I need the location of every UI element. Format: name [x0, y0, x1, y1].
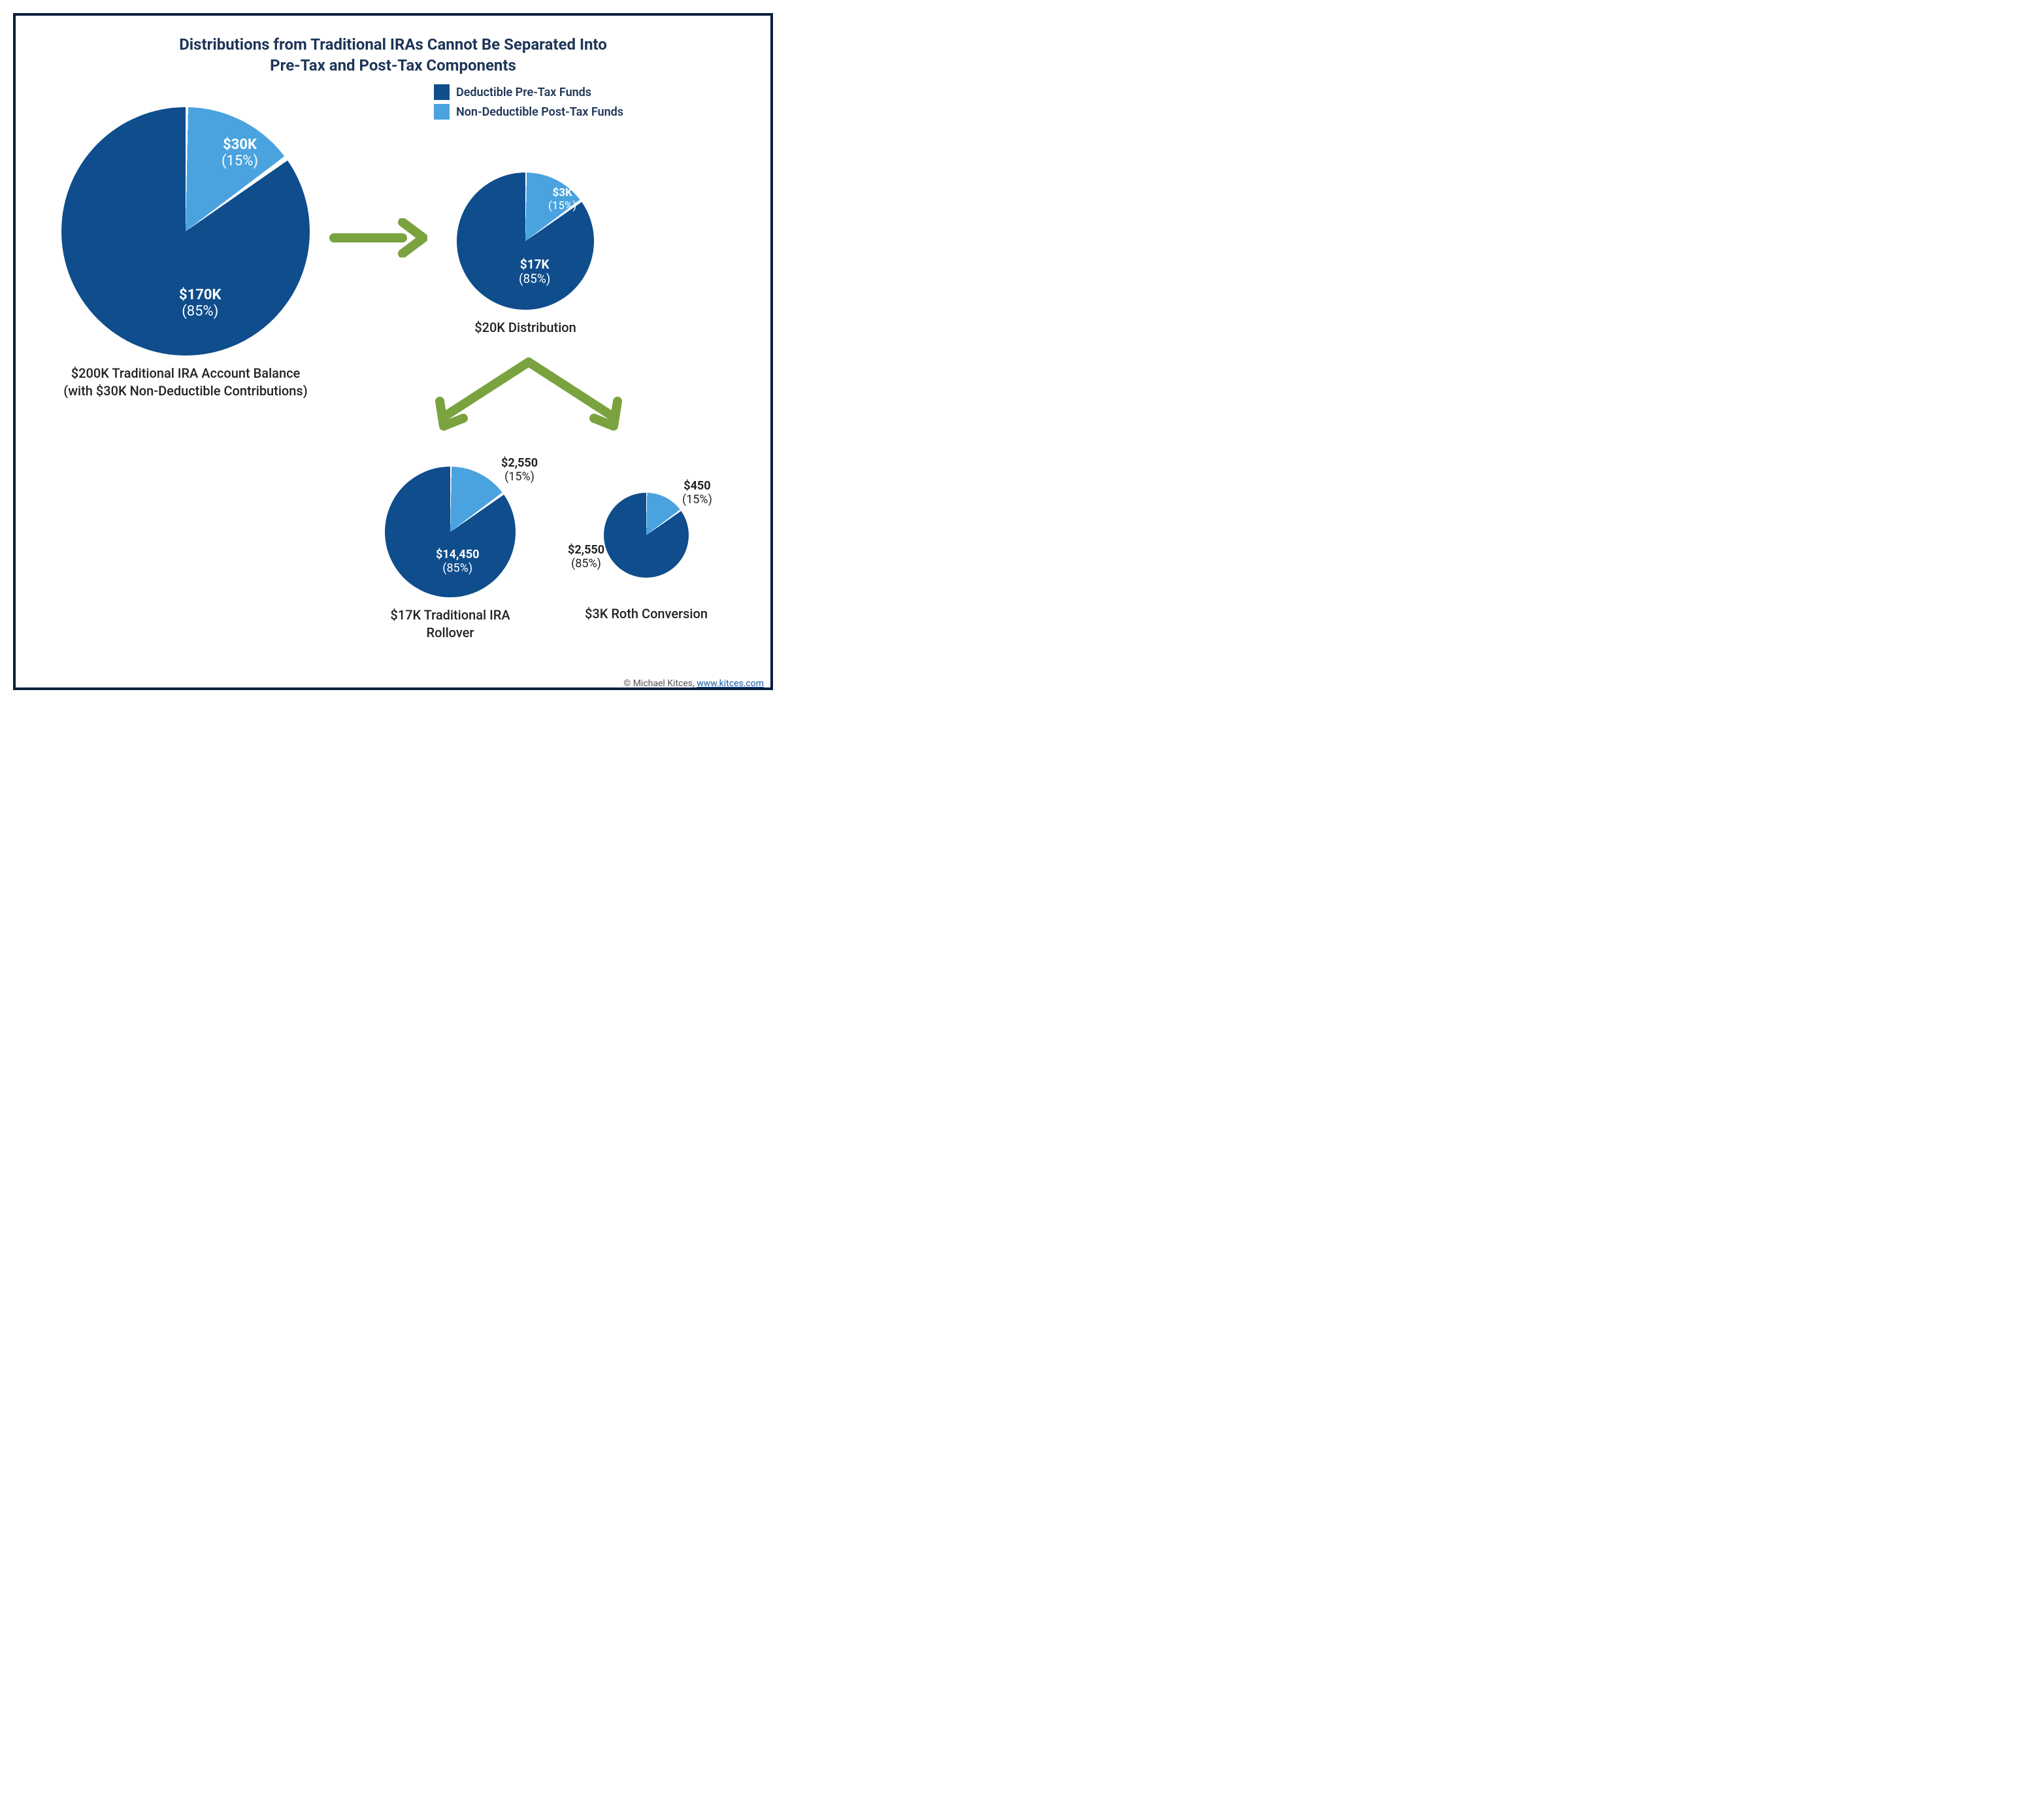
pie-distribution-caption: $20K Distribution: [440, 319, 610, 337]
title-line-2: Pre-Tax and Post-Tax Components: [270, 56, 516, 74]
legend: Deductible Pre-Tax Funds Non-Deductible …: [434, 84, 623, 124]
pie-rollover-slice-posttax-label: $2,550 (15%): [501, 457, 538, 484]
pie-main: $170K (85%) $30K (15%): [61, 107, 310, 356]
title-line-1: Distributions from Traditional IRAs Cann…: [179, 35, 607, 54]
pie-main-slice-pretax-label: $170K (85%): [179, 287, 221, 320]
legend-swatch-posttax: [434, 104, 450, 120]
pie-distribution-slice-pretax-label: $17K (85%): [519, 257, 550, 286]
pie-rollover: $14,450 (85%): [385, 467, 516, 597]
pie-main-wrap: $170K (85%) $30K (15%) $200K Traditional…: [61, 107, 310, 400]
credit-prefix: © Michael Kitces,: [623, 678, 697, 689]
pie-main-caption: $200K Traditional IRA Account Balance (w…: [35, 365, 336, 400]
arrow-right-icon: [329, 218, 427, 257]
pie-roth-slice-pretax-label: $2,550 (85%): [568, 544, 604, 571]
pie-rollover-wrap: $14,450 (85%) $2,550 (15%) $17K Traditio…: [385, 467, 516, 642]
pie-roth: [604, 493, 689, 578]
legend-item-posttax: Non-Deductible Post-Tax Funds: [434, 104, 623, 120]
pie-rollover-caption: $17K Traditional IRA Rollover: [372, 606, 529, 642]
pie-roth-caption: $3K Roth Conversion: [574, 605, 718, 623]
legend-item-pretax: Deductible Pre-Tax Funds: [434, 84, 623, 100]
pie-rollover-slice-pretax-label: $14,450 (85%): [436, 548, 479, 575]
chart-title: Distributions from Traditional IRAs Cann…: [39, 34, 747, 76]
pie-main-slice-posttax-label: $30K (15%): [222, 137, 258, 170]
pie-roth-slice-posttax-label: $450 (15%): [682, 480, 712, 506]
legend-label-pretax: Deductible Pre-Tax Funds: [456, 86, 591, 99]
credit-line: © Michael Kitces, www.kitces.com: [623, 678, 764, 689]
chart-frame: Distributions from Traditional IRAs Cann…: [13, 13, 773, 690]
arrow-split-icon: [424, 356, 633, 440]
pie-distribution: $17K (85%) $3K (15%): [457, 173, 594, 310]
pie-distribution-wrap: $17K (85%) $3K (15%) $20K Distribution: [457, 173, 594, 337]
pie-distribution-slice-posttax-label: $3K (15%): [548, 187, 576, 212]
credit-link[interactable]: www.kitces.com: [697, 678, 764, 689]
legend-swatch-pretax: [434, 84, 450, 100]
legend-label-posttax: Non-Deductible Post-Tax Funds: [456, 105, 623, 119]
pie-roth-wrap: $2,550 (85%) $450 (15%) $3K Roth Convers…: [604, 493, 689, 623]
